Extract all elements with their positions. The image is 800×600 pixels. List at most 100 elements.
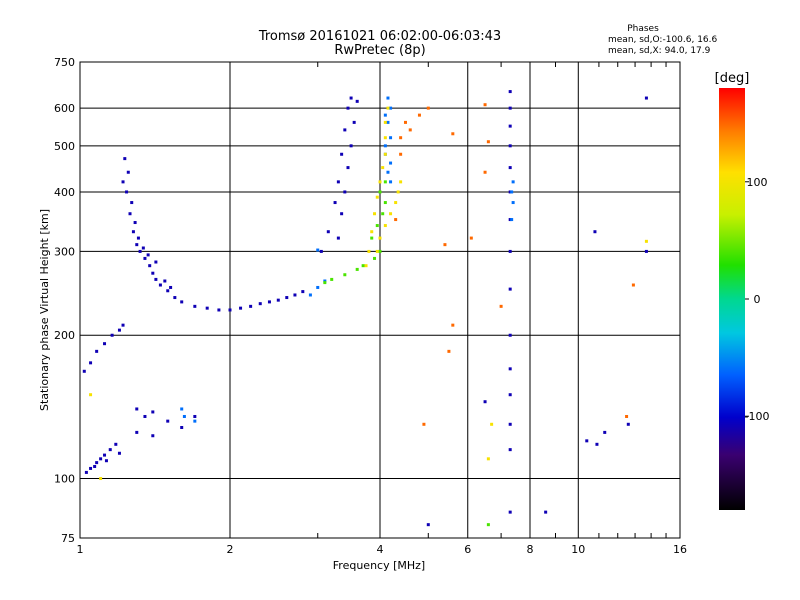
data-point <box>131 230 135 234</box>
stats-o: mean, sd,O:-100.6, 16.6 <box>608 35 718 45</box>
data-point <box>383 120 387 124</box>
data-point <box>394 201 398 205</box>
data-point <box>319 249 323 253</box>
data-point <box>383 224 387 228</box>
data-point <box>396 190 400 194</box>
colorbar-ticks: 100 0 -100 <box>745 176 770 423</box>
chart-subtitle: RwPretec (8p) <box>334 43 425 58</box>
data-point <box>138 249 142 253</box>
data-point <box>451 132 455 136</box>
x-tick-label: 8 <box>527 543 534 556</box>
data-point <box>490 422 494 426</box>
x-tick-label: 10 <box>571 543 585 556</box>
data-point <box>383 113 387 117</box>
stats-x: mean, sd,X: 94.0, 17.9 <box>608 46 711 56</box>
y-tick-label: 500 <box>54 140 75 153</box>
data-point <box>336 236 340 240</box>
data-point <box>239 306 243 310</box>
data-point <box>340 152 344 156</box>
data-point <box>383 180 387 184</box>
data-point <box>293 293 297 297</box>
x-axis-label: Frequency [MHz] <box>333 559 425 572</box>
data-point <box>99 457 103 461</box>
data-point <box>143 414 147 418</box>
data-point <box>508 448 512 452</box>
data-point <box>130 201 134 205</box>
data-point <box>378 190 382 194</box>
data-point <box>117 451 121 455</box>
data-point <box>499 304 503 308</box>
stats-heading: Phases <box>627 24 659 34</box>
data-point <box>217 308 221 312</box>
data-point <box>135 430 139 434</box>
data-point <box>417 113 421 117</box>
chart-title: Tromsø 20161021 06:02:00-06:03:43 <box>258 29 501 44</box>
data-point <box>151 410 155 414</box>
data-point <box>258 302 262 306</box>
data-point <box>193 304 197 308</box>
data-point <box>135 407 139 411</box>
data-point <box>89 361 93 365</box>
data-point <box>308 293 312 297</box>
data-point <box>508 422 512 426</box>
data-point <box>389 106 393 110</box>
data-point <box>403 120 407 124</box>
data-point <box>163 279 167 283</box>
data-point <box>386 170 390 174</box>
data-point <box>151 434 155 438</box>
data-point <box>631 283 635 287</box>
data-point <box>125 190 129 194</box>
data-point <box>104 459 108 463</box>
data-point <box>173 296 177 300</box>
data-point <box>99 477 103 481</box>
data-point <box>394 218 398 222</box>
data-point <box>228 308 232 312</box>
data-point <box>370 236 374 240</box>
data-point <box>381 212 385 216</box>
data-point <box>508 287 512 291</box>
data-point <box>352 120 356 124</box>
data-point <box>103 342 107 346</box>
data-point <box>166 289 170 293</box>
data-point <box>426 523 430 527</box>
data-point <box>151 271 155 275</box>
data-point <box>422 422 426 426</box>
data-point <box>644 249 648 253</box>
data-point <box>447 349 451 353</box>
colorbar-tick-label: 100 <box>747 176 768 189</box>
data-point <box>95 349 99 353</box>
data-point <box>383 201 387 205</box>
data-point <box>323 281 327 285</box>
data-point <box>121 323 125 327</box>
data-point <box>103 453 107 457</box>
data-point <box>511 180 515 184</box>
data-point <box>93 464 97 468</box>
data-point <box>285 296 289 300</box>
data-point <box>644 96 648 100</box>
data-point <box>126 170 130 174</box>
data-point <box>483 170 487 174</box>
data-point <box>82 369 86 373</box>
data-point <box>603 430 607 434</box>
data-point <box>486 140 490 144</box>
y-tick-label: 400 <box>54 186 75 199</box>
data-point <box>389 212 393 216</box>
y-tick-label: 75 <box>61 532 75 545</box>
data-point <box>508 249 512 253</box>
data-point <box>508 90 512 94</box>
data-point <box>158 283 162 287</box>
data-point <box>336 180 340 184</box>
data-point <box>399 180 403 184</box>
data-point <box>389 136 393 140</box>
data-point <box>141 246 145 250</box>
data-point <box>511 201 515 205</box>
data-point <box>375 249 379 253</box>
data-point <box>180 425 184 429</box>
data-point <box>378 249 382 253</box>
y-tick-label: 100 <box>54 473 75 486</box>
data-point <box>383 144 387 148</box>
data-point <box>508 333 512 337</box>
x-tick-label: 1 <box>77 543 84 556</box>
data-point <box>316 285 320 289</box>
